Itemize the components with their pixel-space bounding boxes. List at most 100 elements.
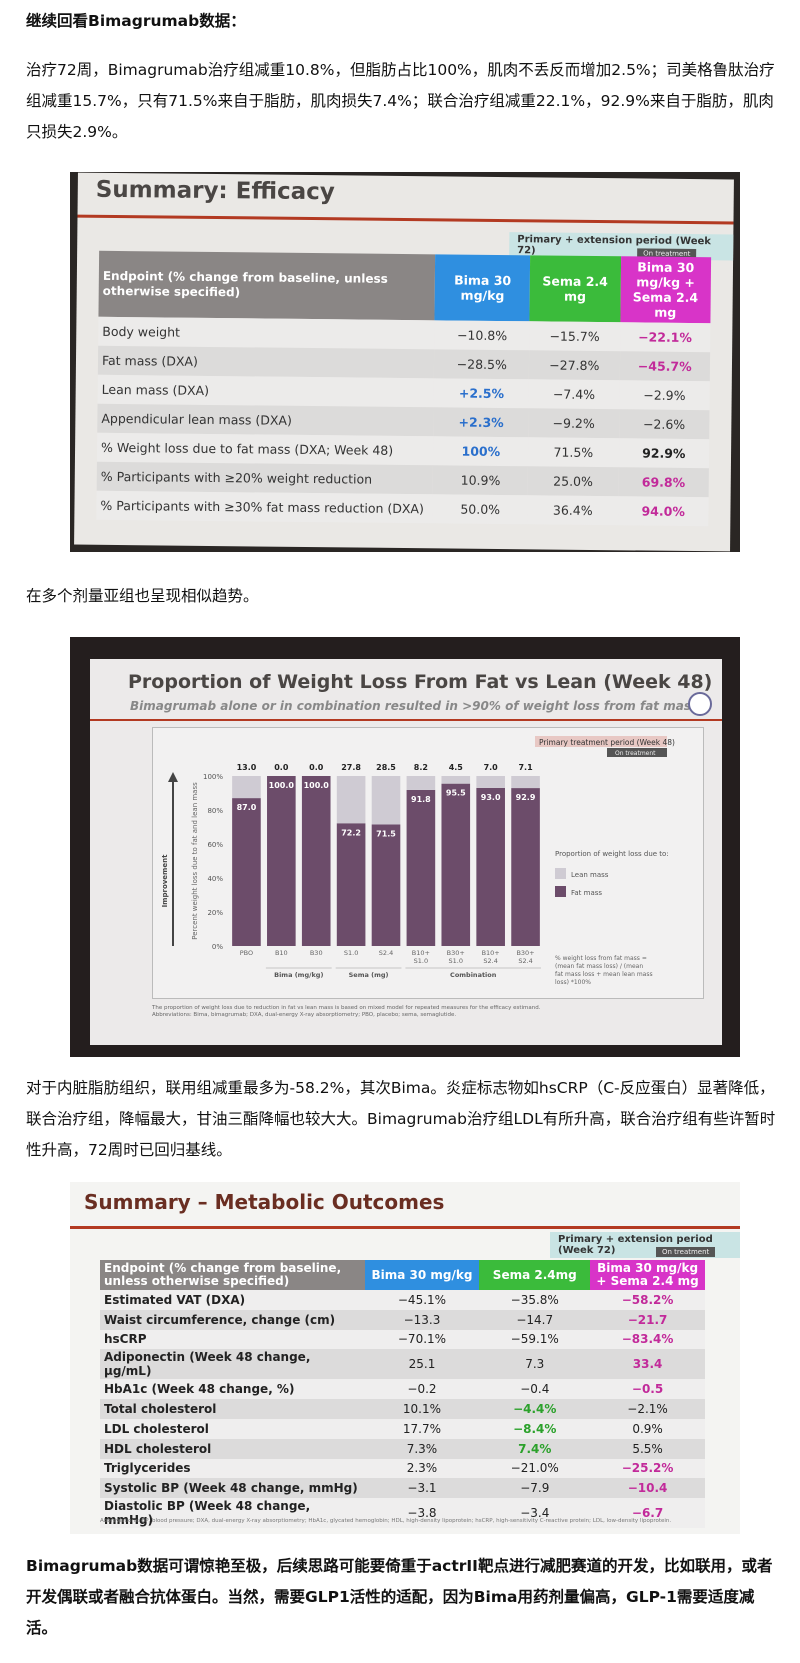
bima-value: 10.9% — [433, 465, 529, 496]
lean-value-label: 0.0 — [309, 763, 324, 772]
row-label: Appendicular lean mass (DXA) — [97, 403, 435, 437]
sema-value: −35.8% — [479, 1290, 591, 1310]
bar-lean-mass — [336, 776, 366, 824]
table-row: hsCRP −70.1% −59.1% −83.4% — [100, 1329, 705, 1350]
sema-value: 7.4% — [479, 1438, 591, 1459]
paragraph-metabolic: 对于内脏脂肪组织，联用组减重最多为-58.2%，其次Bima。炎症标志物如hsC… — [26, 1079, 776, 1159]
bima-value: −0.2 — [364, 1379, 480, 1400]
title-divider — [77, 214, 734, 225]
legend-swatch-lean — [555, 868, 566, 879]
combo-value: −0.5 — [590, 1379, 705, 1400]
combo-value: −6.7 — [590, 1498, 705, 1529]
period-label: Primary + extension period (Week 72) — [550, 1232, 740, 1258]
table-row: Estimated VAT (DXA) −45.1% −35.8% −58.2% — [100, 1290, 705, 1310]
row-label: % Participants with ≥20% weight reductio… — [96, 461, 434, 495]
y-tick-label: 60% — [207, 841, 223, 849]
table-row: HbA1c (Week 48 change, %) −0.2 −0.4 −0.5 — [100, 1379, 705, 1400]
fat-value-label: 95.5 — [446, 789, 466, 798]
legend-swatch-fat — [555, 886, 566, 897]
row-label: HbA1c (Week 48 change, %) — [100, 1379, 365, 1400]
category-label: S2.4 — [518, 957, 532, 965]
group-label: Sema (mg) — [349, 971, 389, 979]
bar-fat-mass — [371, 824, 401, 946]
sema-value: −21.0% — [479, 1458, 591, 1479]
bar-fat-mass — [336, 823, 366, 946]
combo-value: −2.9% — [619, 380, 710, 411]
row-label: Systolic BP (Week 48 change, mmHg) — [100, 1478, 365, 1499]
metabolic-slide-title: Summary – Metabolic Outcomes — [84, 1190, 445, 1214]
y-tick-label: 100% — [203, 773, 223, 781]
combo-header: Bima 30 mg/kg + Sema 2.4 mg — [590, 1260, 705, 1290]
combo-header: Bima 30 mg/kg + Sema 2.4 mg — [619, 256, 712, 324]
combo-value: −2.6% — [618, 409, 710, 440]
row-label: Fat mass (DXA) — [97, 345, 435, 379]
row-label: Total cholesterol — [100, 1399, 365, 1419]
fat-value-label: 93.0 — [481, 793, 501, 802]
category-label: S2.4 — [483, 957, 497, 965]
table-row: Systolic BP (Week 48 change, mmHg) −3.1 −7… — [100, 1478, 705, 1499]
bima-value: −10.8% — [434, 320, 530, 351]
fat-value-label: 92.9 — [516, 793, 536, 802]
combo-value: −21.7 — [590, 1309, 705, 1330]
bima-value: −3.1 — [364, 1478, 480, 1499]
chart-slide: Proportion of Weight Loss From Fat vs Le… — [90, 659, 722, 1045]
bima-value: −45.1% — [364, 1290, 480, 1310]
row-label: LDL cholesterol — [100, 1418, 365, 1439]
bima-value: 50.0% — [432, 494, 528, 525]
bar-fat-mass — [406, 789, 436, 946]
formula-note: loss) *100% — [555, 979, 591, 986]
paragraph-conclusion: Bimagrumab数据可谓惊艳至极，后续思路可能要倚重于actrII靶点进行减… — [26, 1557, 773, 1637]
combo-value: −2.1% — [590, 1399, 705, 1419]
bima-value: 2.3% — [364, 1458, 480, 1479]
table-row: Adiponectin (Week 48 change, μg/mL) 25.1 7… — [100, 1349, 705, 1380]
bar-fat-mass — [476, 787, 505, 946]
bima-header: Bima 30 mg/kg — [364, 1260, 480, 1290]
sema-value: 25.0% — [527, 466, 619, 497]
bar-fat-mass — [232, 798, 261, 946]
bima-value: 25.1 — [364, 1349, 480, 1380]
sema-value: −7.9 — [479, 1478, 591, 1499]
fat-value-label: 72.2 — [341, 828, 361, 837]
lean-value-label: 4.5 — [449, 763, 464, 772]
row-label: Triglycerides — [100, 1458, 365, 1479]
fat-value-label: 71.5 — [376, 829, 396, 838]
category-label: S1.0 — [449, 957, 463, 965]
sema-value: −59.1% — [479, 1329, 591, 1350]
metabolic-slide-photo: Summary – Metabolic Outcomes Primary + e… — [70, 1182, 740, 1534]
abbreviations-note: Abbreviations: BP, blood pressure; DXA, … — [100, 1518, 672, 1524]
legend-label-fat: Fat mass — [571, 889, 602, 897]
stacked-bar-chart: Primary treatment period (Week 48) On tre… — [161, 736, 675, 986]
row-label: Waist circumference, change (cm) — [100, 1309, 365, 1330]
bar-lean-mass — [511, 776, 540, 789]
endpoint-header: Endpoint (% change from baseline, unless… — [98, 250, 436, 321]
chart-frame: Primary treatment period (Week 48) On tre… — [152, 727, 704, 999]
bima-value: −70.1% — [364, 1329, 480, 1350]
intro-heading: 继续回看Bimagrumab数据： — [26, 12, 246, 30]
sema-value: −14.7 — [479, 1309, 591, 1330]
bima-value: 100% — [433, 436, 529, 467]
category-label: B30+ — [516, 949, 534, 957]
table-row: % Participants with ≥30% fat mass reduct… — [96, 490, 709, 527]
sema-value: −3.4 — [479, 1498, 591, 1529]
combo-value: 33.4 — [590, 1349, 705, 1380]
formula-note: fat mass loss + mean lean mass — [555, 971, 653, 978]
title-divider — [90, 719, 722, 721]
table-row: Diastolic BP (Week 48 change, mmHg) −3.8−… — [100, 1498, 705, 1529]
lean-value-label: 0.0 — [274, 763, 289, 772]
bar-lean-mass — [232, 776, 261, 799]
on-treatment-label: On treatment — [615, 750, 656, 757]
combo-value: −58.2% — [590, 1290, 705, 1310]
title-divider — [70, 1226, 740, 1229]
bar-lean-mass — [476, 776, 505, 788]
row-label: Body weight — [98, 316, 435, 350]
fat-value-label: 100.0 — [304, 781, 330, 790]
legend-label-lean: Lean mass — [571, 871, 609, 879]
group-label: Bima (mg/kg) — [274, 971, 323, 979]
bar-fat-mass — [267, 776, 296, 946]
table-row: Total cholesterol 10.1% −4.4% −2.1% — [100, 1399, 705, 1419]
lean-value-label: 28.5 — [376, 763, 396, 772]
paragraph-dose-subgroups: 在多个剂量亚组也呈现相似趋势。 — [26, 587, 259, 605]
row-label: Estimated VAT (DXA) — [100, 1290, 365, 1310]
metabolic-table: Endpoint (% change from baseline, unless… — [100, 1260, 705, 1529]
sema-value: 71.5% — [528, 437, 619, 468]
